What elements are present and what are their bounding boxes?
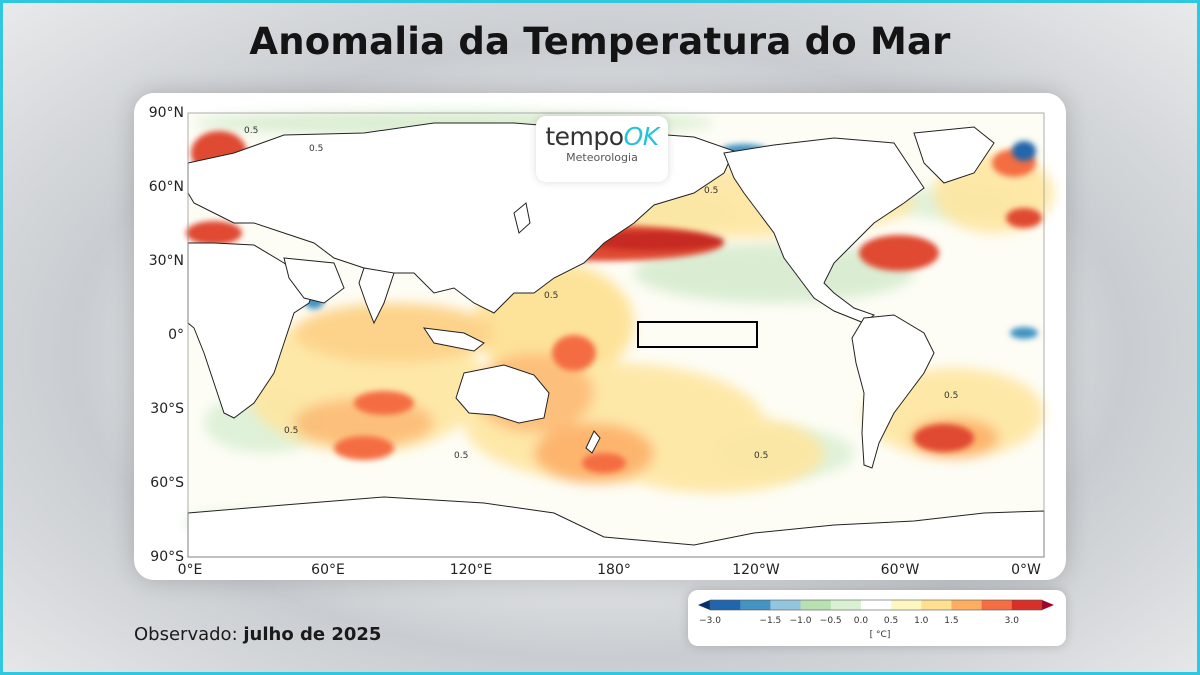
colorbar-legend: −3.0 −1.5 −1.0 −0.5 0.0 0.5 1.0 1.5 3.0 [ °C]	[688, 590, 1066, 646]
tempook-logo: tempoOK Meteorologia	[536, 116, 668, 182]
lon-label-120e: 120°E	[449, 562, 493, 578]
colorbar-segment	[921, 600, 952, 610]
colorbar-segment	[800, 600, 832, 610]
lat-label-60s: 60°S	[150, 475, 184, 491]
lat-label-0: 0°	[168, 327, 184, 343]
svg-text:0.5: 0.5	[284, 426, 298, 436]
svg-text:0.5: 0.5	[944, 391, 958, 401]
logo-brand-accent: OK	[623, 122, 660, 151]
svg-text:0.5: 0.5	[754, 451, 768, 461]
colorbar-segment	[951, 600, 983, 610]
colorbar-unit: [ °C]	[869, 630, 891, 640]
colorbar-segment	[1011, 600, 1043, 610]
page-title: Anomalia da Temperatura do Mar	[249, 20, 951, 63]
observed-date: julho de 2025	[243, 624, 382, 645]
colorbar-segment	[770, 600, 802, 610]
colorbar-tick-label: 1.5	[944, 616, 959, 626]
colorbar-tick-label: −3.0	[699, 616, 721, 626]
lon-label-60e: 60°E	[311, 562, 345, 578]
logo-brand: tempo	[545, 122, 624, 151]
colorbar-segment	[710, 600, 741, 610]
nino34-box	[637, 321, 758, 348]
svg-text:0.5: 0.5	[454, 451, 468, 461]
lon-label-60w: 60°W	[880, 562, 920, 578]
lon-label-0e: 0°E	[177, 562, 203, 578]
colorbar	[698, 599, 1054, 611]
sst-anomaly-map: 0.5 0.5 0.5 0.5 0.5 0.5 0.5 0.5	[184, 111, 1054, 558]
logo-subtitle: Meteorologia	[566, 151, 638, 164]
colorbar-segment	[740, 600, 771, 610]
logo-wordmark: tempoOK	[536, 122, 668, 151]
colorbar-outline	[709, 599, 1043, 611]
colorbar-segment	[830, 600, 862, 610]
colorbar-tick-label: −0.5	[819, 616, 842, 626]
colorbar-tick-label: −1.0	[789, 616, 812, 626]
lat-label-30s: 30°S	[150, 401, 184, 417]
colorbar-extend-low	[698, 600, 710, 610]
lat-label-90n: 90°N	[148, 105, 184, 121]
plot-frame	[187, 112, 1045, 558]
contour-labels: 0.5 0.5 0.5 0.5 0.5 0.5 0.5 0.5	[244, 126, 958, 461]
observed-period: Observado: julho de 2025	[134, 624, 381, 645]
colorbar-tick-label: 0.5	[883, 616, 899, 626]
lon-label-180: 180°	[597, 562, 631, 578]
map-panel: 0.5 0.5 0.5 0.5 0.5 0.5 0.5 0.5 90°N 60°…	[134, 93, 1066, 580]
lon-label-120w: 120°W	[732, 562, 780, 578]
svg-text:0.5: 0.5	[704, 186, 718, 196]
colorbar-tick-label: 1.0	[914, 616, 929, 626]
svg-text:0.5: 0.5	[244, 126, 258, 136]
svg-text:0.5: 0.5	[309, 144, 323, 154]
observed-prefix: Observado:	[134, 624, 238, 645]
colorbar-segment	[981, 600, 1013, 610]
lon-label-0w: 0°W	[1011, 562, 1041, 578]
svg-text:0.5: 0.5	[544, 291, 558, 301]
colorbar-tick-label: 3.0	[1004, 616, 1019, 626]
lat-label-60n: 60°N	[148, 179, 184, 195]
lat-label-30n: 30°N	[148, 253, 184, 269]
colorbar-extend-high	[1042, 600, 1054, 610]
lat-label-90s: 90°S	[150, 549, 184, 565]
colorbar-segment	[860, 600, 892, 610]
colorbar-tick-label: −1.5	[759, 616, 782, 626]
colorbar-tick-label: 0.0	[853, 616, 869, 626]
colorbar-segment	[891, 600, 922, 610]
